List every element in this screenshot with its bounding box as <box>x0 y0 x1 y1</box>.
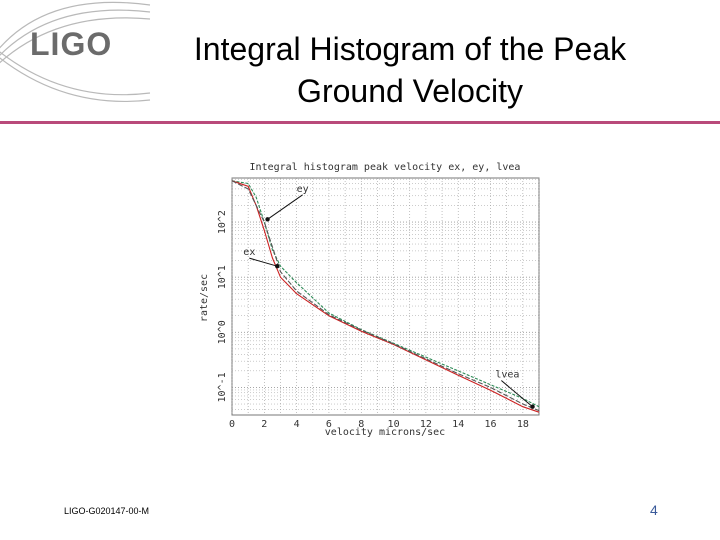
x-axis-label: velocity microns/sec <box>325 427 445 438</box>
series-line-ex <box>231 180 540 413</box>
annotation-ey: ey <box>297 184 309 195</box>
ligo-logo-text: LIGO <box>30 26 113 62</box>
x-tick-label: 14 <box>452 419 464 430</box>
series-line-ey <box>231 180 540 408</box>
chart: Integral histogram peak velocity ex, ey,… <box>199 162 540 438</box>
annotation-arrow-ey <box>267 194 303 220</box>
y-tick-label: 10^1 <box>217 265 228 289</box>
y-tick-label: 10^-1 <box>217 372 228 402</box>
footer-document-id: LIGO-G020147-00-M <box>64 506 150 516</box>
x-tick-label: 2 <box>261 419 267 430</box>
annotation-arrowhead-ey <box>265 217 270 222</box>
ligo-logo-swirl-icon <box>0 1 151 103</box>
x-tick-label: 4 <box>294 419 300 430</box>
y-tick-label: 10^0 <box>217 320 228 344</box>
y-axis-label: rate/sec <box>199 274 210 322</box>
x-tick-label: 10 <box>388 419 400 430</box>
x-tick-label: 8 <box>358 419 364 430</box>
annotation-ex: ex <box>243 247 255 258</box>
annotation-arrow-lvea <box>501 380 533 408</box>
chart-title: Integral histogram peak velocity ex, ey,… <box>250 162 521 173</box>
annotation-arrowhead-lvea <box>530 404 535 409</box>
page-number: 4 <box>650 502 658 518</box>
annotation-arrow-ex <box>249 257 278 267</box>
grid <box>231 178 540 415</box>
plot-area <box>231 177 540 416</box>
ligo-logo: LIGO <box>0 0 160 110</box>
annotation-arrowhead-ex <box>275 263 280 269</box>
title-divider <box>0 121 720 124</box>
x-tick-label: 18 <box>517 419 529 430</box>
x-tick-label: 6 <box>326 419 332 430</box>
x-tick-label: 0 <box>229 419 235 430</box>
x-tick-label: 16 <box>485 419 497 430</box>
y-tick-label: 10^2 <box>217 210 228 234</box>
annotation-lvea: lvea <box>495 370 519 381</box>
x-tick-label: 12 <box>420 419 432 430</box>
slide-title: Integral Histogram of the Peak Ground Ve… <box>193 31 627 109</box>
